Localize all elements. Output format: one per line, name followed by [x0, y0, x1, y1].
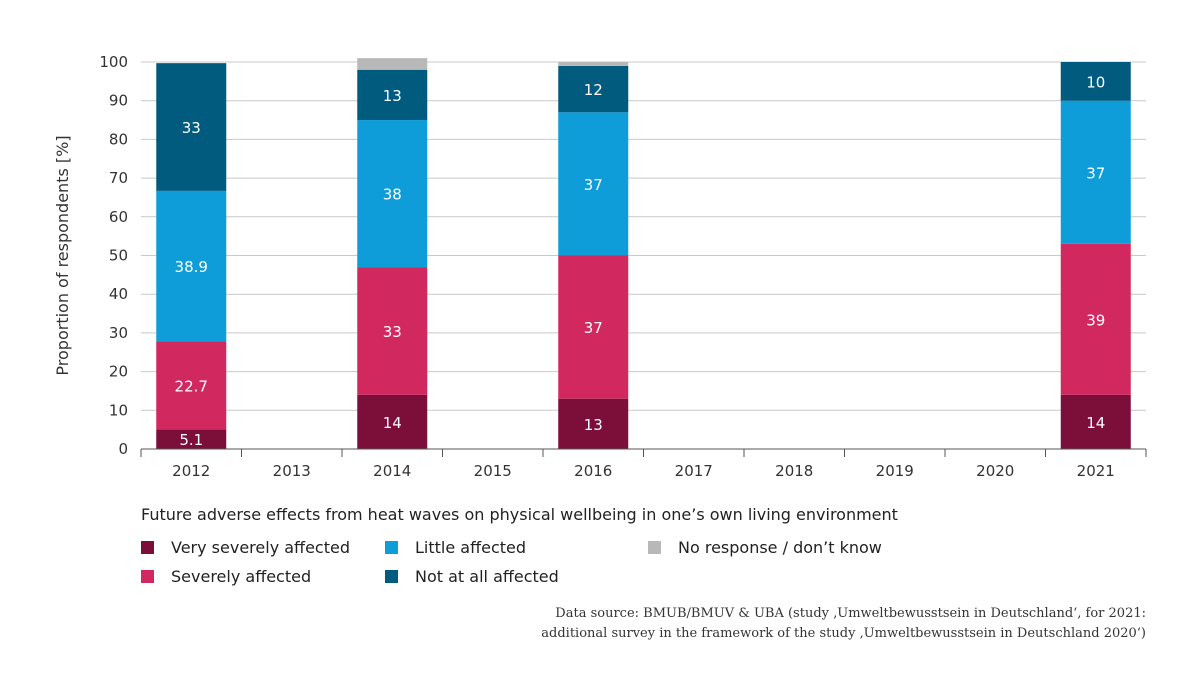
x-tick-label-2019: 2019 [876, 462, 914, 480]
legend-label: Not at all affected [415, 566, 559, 586]
legend-swatch-very-severely-affected [141, 540, 154, 554]
data-label-2016-0: 13 [584, 416, 603, 434]
data-label-2014-2: 38 [383, 186, 402, 204]
y-tick-label-30: 30 [109, 324, 128, 342]
bar-2012-little-affected [156, 190, 227, 342]
bar-2021-very-severely-affected [1060, 394, 1131, 449]
y-tick-label-70: 70 [109, 169, 128, 187]
y-tick-label-80: 80 [109, 130, 128, 148]
bar-2014-little-affected [357, 120, 428, 268]
legend-title: Future adverse effects from heat waves o… [141, 505, 898, 524]
stacked-bar-chart: 5.1 22.7 38.9 33 14 33 38 13 13 37 37 12 14 39 37 10 0 1… [53, 53, 1147, 480]
data-label-2012-1: 22.7 [175, 377, 208, 395]
y-tick-label-100: 100 [99, 53, 128, 71]
bar-2012-very-severely-affected [156, 429, 227, 449]
bar-2016-no-response-don-t-know [558, 62, 629, 66]
y-tick-label-40: 40 [109, 285, 128, 303]
y-tick-label-50: 50 [109, 247, 128, 265]
data-label-2012-0: 5.1 [179, 431, 203, 449]
data-source-line-2: additional survey in the framework of th… [541, 626, 1146, 641]
bar-2014-no-response-don-t-know [357, 58, 428, 70]
data-label-2021-3: 10 [1086, 73, 1105, 91]
y-tick-label-10: 10 [109, 401, 128, 419]
data-label-2016-1: 37 [584, 319, 603, 337]
data-source-note: Data source: BMUB/BMUV & UBA (study ‚Umw… [541, 604, 1146, 644]
data-label-2014-1: 33 [383, 323, 402, 341]
legend-swatch-little-affected [385, 540, 398, 554]
legend-swatch-not-at-all-affected [385, 569, 398, 583]
data-label-2021-0: 14 [1086, 414, 1105, 432]
x-tick-label-2016: 2016 [574, 462, 612, 480]
legend-item-no-response: No response / don’t know [648, 537, 882, 557]
legend-item-little-affected: Little affected [385, 537, 526, 557]
y-tick-label-0: 0 [118, 440, 128, 458]
legend-label: Very severely affected [171, 537, 350, 557]
data-labels: 5.1 22.7 38.9 33 14 33 38 13 13 37 37 12 14 39 37 10 [175, 73, 1106, 449]
bar-2016-severely-affected [558, 255, 629, 399]
data-label-2014-0: 14 [383, 414, 402, 432]
bar-2014-very-severely-affected [357, 394, 428, 449]
bar-2016-not-at-all-affected [558, 65, 629, 113]
x-tick-label-2014: 2014 [373, 462, 411, 480]
bar-2012-severely-affected [156, 341, 227, 430]
bar-2016-little-affected [558, 112, 629, 256]
data-label-2014-3: 13 [383, 87, 402, 105]
data-label-2016-3: 12 [584, 81, 603, 99]
bar-2014-severely-affected [357, 267, 428, 395]
legend-item-severely-affected: Severely affected [141, 566, 311, 586]
y-axis-title: Proportion of respondents [%] [53, 135, 72, 375]
bar-2021-little-affected [1060, 100, 1131, 244]
bar-2021-not-at-all-affected [1060, 62, 1131, 101]
data-label-2021-1: 39 [1086, 311, 1105, 329]
data-label-2021-2: 37 [1086, 164, 1105, 182]
legend-label: No response / don’t know [678, 537, 882, 557]
gridlines [141, 61, 1146, 411]
bar-2016-very-severely-affected [558, 398, 629, 449]
x-tick-label-2012: 2012 [172, 462, 210, 480]
x-tick-label-2015: 2015 [474, 462, 512, 480]
x-tick-label-2013: 2013 [273, 462, 311, 480]
bars [156, 58, 1131, 449]
x-tick-label-2018: 2018 [775, 462, 813, 480]
legend-item-very-severely-affected: Very severely affected [141, 537, 350, 557]
y-tick-label-20: 20 [109, 363, 128, 381]
bar-2014-not-at-all-affected [357, 69, 428, 121]
legend-swatch-no-response [648, 540, 661, 554]
legend-item-not-at-all-affected: Not at all affected [385, 566, 559, 586]
data-label-2012-2: 38.9 [175, 258, 208, 276]
data-source-line-1: Data source: BMUB/BMUV & UBA (study ‚Umw… [555, 606, 1146, 621]
legend-label: Severely affected [171, 566, 312, 586]
data-label-2012-3: 33 [182, 119, 201, 137]
y-tick-label-60: 60 [109, 208, 128, 226]
y-tick-label-90: 90 [109, 92, 128, 110]
data-label-2016-2: 37 [584, 176, 603, 194]
x-tick-label-2021: 2021 [1077, 462, 1115, 480]
bar-2012-not-at-all-affected [156, 63, 227, 191]
x-tick-label-2017: 2017 [675, 462, 713, 480]
bar-2021-severely-affected [1060, 243, 1131, 395]
legend-swatch-severely-affected [141, 569, 154, 583]
axes: 0 10 20 30 40 50 60 70 80 90 100 Proportion of resp… [53, 53, 1147, 480]
legend-label: Little affected [415, 537, 527, 557]
x-tick-label-2020: 2020 [976, 462, 1014, 480]
